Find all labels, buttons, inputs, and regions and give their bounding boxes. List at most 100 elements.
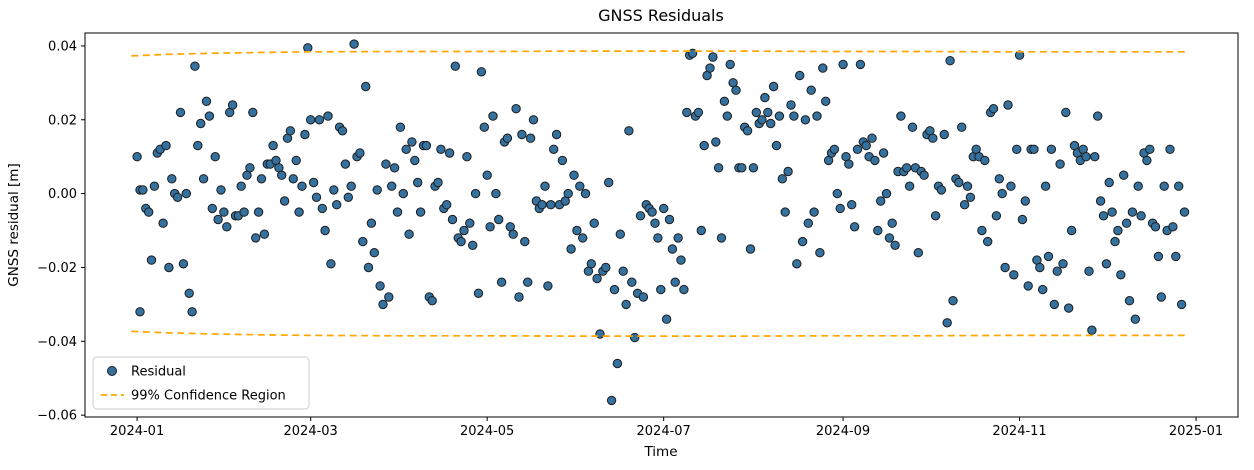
residual-point <box>514 292 524 302</box>
residual-point <box>1066 225 1077 236</box>
residual-point <box>806 85 816 95</box>
y-axis-label: GNSS residual [m] <box>6 163 22 286</box>
residual-point <box>201 96 212 107</box>
residual-point <box>381 159 391 169</box>
residual-point <box>525 133 536 143</box>
residual-point <box>236 181 246 191</box>
residual-point <box>1171 251 1181 262</box>
residual-point <box>326 259 336 269</box>
residual-point <box>676 255 686 265</box>
residual-point <box>268 140 278 151</box>
residual-point <box>803 218 813 228</box>
legend-box <box>92 356 310 410</box>
residual-point <box>404 229 414 239</box>
residual-point <box>450 61 460 71</box>
residual-point <box>861 140 871 151</box>
residual-point <box>485 222 495 232</box>
residual-point <box>277 170 287 180</box>
residual-point <box>693 107 704 118</box>
residual-point <box>612 358 623 369</box>
x-tick-label: 2024-11 <box>992 424 1046 439</box>
residual-point <box>902 163 912 173</box>
residual-point <box>673 233 683 243</box>
y-tick-label: −0.06 <box>37 409 77 424</box>
residual-point <box>363 262 374 273</box>
residual-point <box>624 126 634 136</box>
residual-point <box>245 163 255 173</box>
residual-point <box>711 137 721 147</box>
residual-point <box>809 207 819 217</box>
x-tick-label: 2024-03 <box>284 424 338 439</box>
residual-point <box>852 144 863 155</box>
residual-point <box>1156 292 1167 302</box>
residual-point <box>198 174 209 184</box>
residual-point <box>855 59 866 70</box>
x-tick-label: 2025-01 <box>1169 424 1223 439</box>
legend-residual-marker-icon <box>107 366 117 376</box>
residual-point <box>569 170 579 180</box>
residual-point <box>462 152 472 162</box>
residual-point <box>476 67 487 77</box>
residual-point <box>881 188 892 199</box>
residual-point <box>1107 207 1117 217</box>
residual-point <box>991 211 1002 221</box>
residual-point <box>537 200 547 210</box>
residual-point <box>563 188 573 199</box>
x-tick-label: 2024-01 <box>110 424 164 439</box>
residual-point <box>904 181 915 191</box>
residual-point <box>410 155 420 166</box>
residual-point <box>780 207 790 217</box>
residual-point <box>959 200 970 210</box>
residual-point <box>792 259 802 269</box>
residual-point <box>433 177 443 188</box>
residual-point <box>867 133 877 143</box>
residual-point <box>659 203 669 214</box>
residual-point <box>604 177 614 188</box>
axes-box <box>84 32 1239 418</box>
residual-point <box>496 277 507 287</box>
residual-point <box>340 159 351 169</box>
residual-point <box>227 100 238 110</box>
residual-point <box>942 318 952 328</box>
residual-point <box>546 200 556 210</box>
y-tick-label: −0.04 <box>37 335 77 350</box>
residual-point <box>849 222 860 232</box>
residual-point <box>308 177 319 188</box>
residual-point <box>829 144 840 155</box>
residual-point <box>239 207 249 217</box>
y-tick-label: 0.04 <box>48 39 77 54</box>
scatter-points <box>132 39 1190 406</box>
residual-point <box>358 236 368 247</box>
residual-point <box>149 181 160 191</box>
residual-point <box>164 262 174 273</box>
x-axis-label: Time <box>643 444 677 460</box>
residual-point <box>520 236 530 247</box>
residual-point <box>847 200 857 210</box>
residual-point <box>957 122 967 132</box>
residual-point <box>540 181 550 191</box>
residual-point <box>682 107 692 118</box>
residual-point <box>1101 259 1112 269</box>
residual-point <box>1133 181 1143 191</box>
residual-point <box>751 107 761 118</box>
residual-point <box>190 61 200 71</box>
residual-point <box>601 262 611 273</box>
residual-point <box>679 284 689 295</box>
residual-point <box>291 155 301 166</box>
residual-point <box>361 81 371 92</box>
residual-point <box>586 259 596 269</box>
residual-point <box>294 207 304 217</box>
residual-point <box>630 332 640 343</box>
residual-point <box>172 192 183 203</box>
x-axis-ticks: 2024-01 2024-03 2024-05 2024-07 2024-09 2024-… <box>110 417 1223 439</box>
residual-point <box>1081 152 1091 162</box>
residual-point <box>256 174 267 184</box>
residual-point <box>760 92 770 103</box>
residual-point <box>1165 144 1175 155</box>
residual-point <box>175 107 186 118</box>
residual-point <box>384 292 394 302</box>
residual-point <box>980 155 990 166</box>
residual-point <box>320 225 330 236</box>
residual-point <box>442 200 452 210</box>
residual-point <box>473 288 484 298</box>
